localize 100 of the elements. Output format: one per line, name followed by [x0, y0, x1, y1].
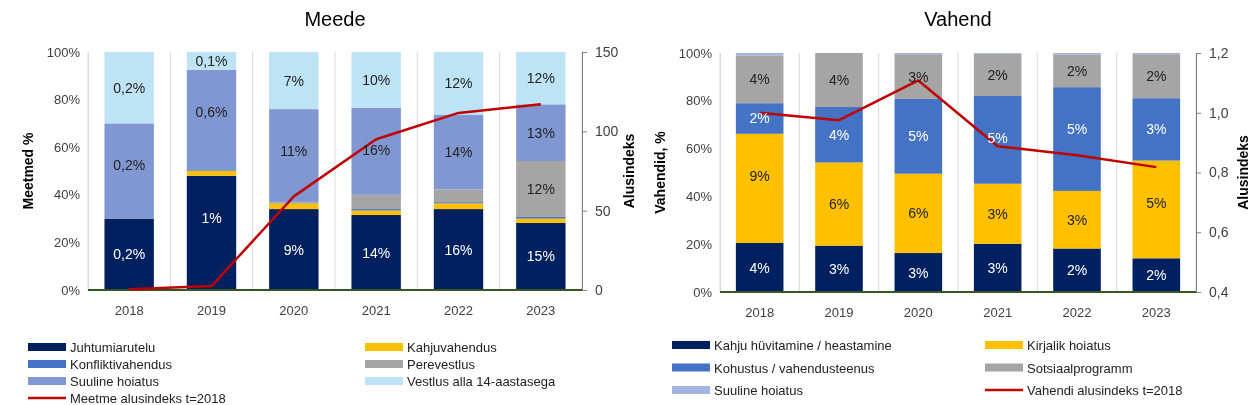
y2-axis-title: Alusindeks: [1235, 134, 1251, 210]
y2-tick-label: 100: [595, 123, 619, 140]
x-tick-label: 2023: [526, 303, 556, 318]
bar: [815, 162, 863, 246]
y-tick-label: 80%: [53, 92, 81, 108]
y-axis-title: Vahendid, %: [652, 130, 668, 214]
annotation: 0,2%: [113, 157, 146, 174]
annotation: 4%: [828, 126, 850, 143]
bar: [973, 53, 1022, 97]
bar: [735, 55, 784, 104]
x-tick-label: 2021: [983, 305, 1013, 320]
x-tick-label: 2022: [1062, 305, 1092, 320]
annotation: 6%: [908, 205, 929, 222]
bar: [351, 52, 401, 108]
annotation: 3%: [1066, 211, 1088, 228]
bar: [815, 245, 863, 292]
annotation: 14%: [444, 143, 473, 160]
bar: [186, 175, 237, 290]
y-tick-label: 100%: [678, 45, 713, 61]
annotation: 2%: [987, 66, 1008, 83]
bar: [735, 133, 784, 244]
annotation: 3%: [987, 259, 1008, 276]
chart-title: Vahend: [924, 8, 992, 30]
annotation: 0,1%: [195, 52, 228, 69]
bar: [1132, 98, 1181, 161]
annotation: 0,2%: [113, 79, 146, 96]
annotation: 2%: [1066, 262, 1088, 279]
bar: [433, 209, 484, 290]
annotation: 1%: [201, 209, 222, 226]
y-tick-label: 20%: [53, 235, 81, 251]
bar: [351, 107, 401, 195]
bar: [433, 203, 484, 210]
bar: [433, 189, 484, 203]
legend-label: Juhtumiarutelu: [70, 340, 156, 355]
annotation: 2%: [749, 110, 770, 127]
bar: [1132, 54, 1181, 99]
bar: [104, 218, 154, 290]
annotation: 9%: [283, 241, 304, 258]
y-tick-label: 40%: [53, 187, 81, 203]
y2-tick-label: 1,0: [1209, 104, 1229, 121]
x-tick-label: 2021: [361, 303, 391, 318]
annotation: 0,2%: [113, 246, 146, 263]
y2-tick-label: 0,6: [1209, 224, 1229, 241]
annotation: 12%: [444, 75, 473, 92]
y-axis-title: Meetmed %: [20, 131, 36, 210]
bar: [104, 52, 154, 124]
x-tick-label: 2020: [903, 305, 933, 320]
bar: [104, 123, 154, 219]
annotation: 5%: [908, 128, 929, 145]
annotation: 2%: [1146, 267, 1167, 284]
bar: [186, 69, 237, 171]
annotation: 12%: [526, 70, 555, 87]
bar: [516, 104, 566, 161]
bar: [269, 203, 319, 210]
annotation: 10%: [362, 71, 391, 88]
annotation: 9%: [749, 167, 770, 184]
annotation: 16%: [444, 241, 473, 258]
legend-label: Konfliktivahendus: [70, 357, 173, 372]
bar: [516, 161, 566, 217]
bar: [1053, 54, 1101, 88]
annotation: 3%: [908, 68, 929, 85]
annotation: 6%: [828, 196, 850, 213]
bar: [735, 243, 784, 292]
x-tick-label: 2019: [197, 303, 226, 318]
legend-label: Meetme alusindeks t=2018: [70, 391, 226, 405]
bar: [186, 171, 237, 176]
annotation: 3%: [1146, 121, 1167, 138]
legend-label: Suuline hoiatus: [70, 374, 160, 389]
bar: [894, 98, 943, 174]
y-tick-label: 100%: [46, 44, 81, 60]
y2-axis-title: Alusindeks: [621, 133, 637, 209]
y-tick-label: 60%: [53, 139, 81, 155]
annotation: 4%: [749, 259, 770, 276]
bar: [973, 183, 1022, 244]
bar: [351, 215, 401, 290]
annotation: 3%: [908, 264, 929, 281]
chart-title: Meede: [304, 8, 366, 30]
bar: [1053, 87, 1101, 191]
y2-tick-label: 0: [595, 281, 603, 298]
y-tick-label: 0%: [61, 282, 81, 298]
x-tick-label: 2018: [114, 303, 144, 318]
x-tick-label: 2020: [279, 303, 309, 318]
y-tick-label: 60%: [685, 141, 713, 157]
bar: [815, 53, 863, 108]
bar: [1132, 160, 1181, 259]
annotation: 2%: [1066, 62, 1088, 79]
y2-tick-label: 1,2: [1209, 44, 1229, 61]
bar: [269, 209, 319, 290]
bar: [815, 107, 863, 163]
bar: [516, 52, 566, 105]
legend-label: Sotsiaalprogramm: [1027, 360, 1133, 376]
annotation: 7%: [283, 72, 304, 89]
bar: [433, 114, 484, 190]
annotation: 5%: [987, 130, 1008, 147]
legend-label: Vestlus alla 14-aastasega: [407, 374, 556, 389]
bar: [973, 96, 1022, 184]
annotation: 11%: [280, 143, 308, 160]
y-tick-label: 40%: [685, 189, 713, 205]
bar: [894, 173, 943, 254]
annotation: 0,6%: [195, 103, 228, 120]
